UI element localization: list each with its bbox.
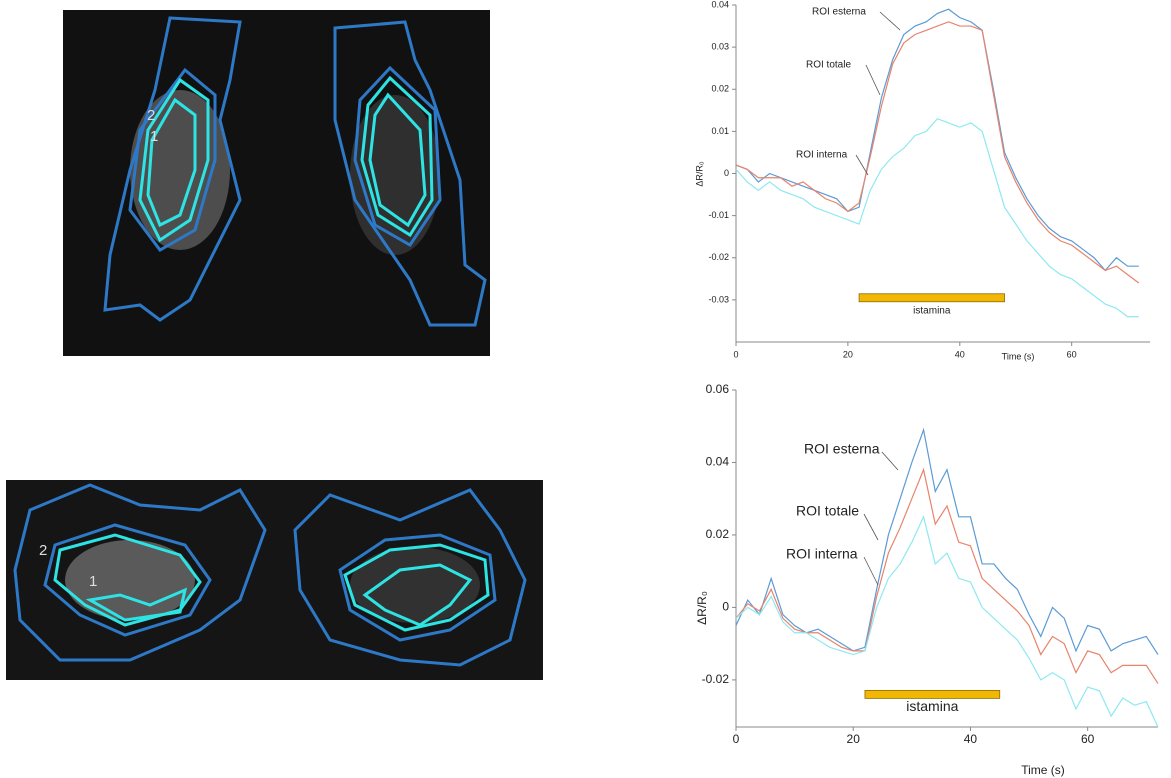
roi-outline — [128, 67, 217, 252]
stimulus-label: istamina — [913, 305, 951, 316]
y-tick-label: 0.03 — [711, 42, 729, 52]
image-bottom: 2 1 — [6, 480, 543, 680]
y-tick-label: 0.06 — [706, 382, 730, 396]
roi-outline — [338, 533, 497, 642]
x-tick-label: 20 — [847, 732, 861, 746]
chart: 0.06 0.04 0.02 0 -0.02 0 20 40 60 Time (s) ΔR/R₀ RO… — [695, 382, 1159, 777]
y-tick-label: 0.02 — [706, 527, 730, 541]
series-label: ROI esterna — [812, 7, 866, 18]
roi-label: 1 — [150, 128, 158, 145]
stimulus-bar — [858, 293, 1005, 303]
roi-label: 1 — [89, 573, 97, 590]
series-label: ROI interna — [786, 546, 858, 562]
roi-outline — [343, 543, 490, 632]
leader-line — [879, 11, 901, 31]
roi-label: 2 — [147, 107, 155, 124]
series-line — [735, 427, 1159, 655]
roi-outline — [85, 587, 188, 622]
y-tick-label: 0.04 — [711, 0, 729, 9]
cell — [350, 95, 440, 255]
leader-line — [863, 513, 879, 541]
roi-outline — [138, 77, 210, 243]
image-top: 2 1 — [63, 10, 490, 356]
leader-line — [881, 451, 899, 471]
series-line — [735, 515, 1159, 728]
x-tick-label: 40 — [955, 349, 965, 359]
x-tick-label: 60 — [1067, 349, 1077, 359]
y-axis-label: ΔR/R₀ — [695, 591, 709, 625]
roi-label: 2 — [39, 542, 47, 559]
cell — [350, 547, 480, 623]
x-axis-label: Time (s) — [1021, 763, 1065, 777]
roi-outline — [362, 563, 473, 627]
y-tick-label: -0.03 — [708, 294, 729, 304]
stimulus-bar — [864, 689, 1001, 699]
y-tick-label: -0.02 — [702, 672, 730, 686]
roi-outline — [13, 483, 267, 662]
series-line — [735, 8, 1139, 272]
series-line — [735, 21, 1140, 284]
x-tick-label: 0 — [733, 349, 738, 359]
x-tick-label: 20 — [843, 349, 853, 359]
y-tick-label: 0.01 — [711, 126, 729, 136]
series-label: ROI totale — [806, 60, 851, 71]
x-axis-label: Time (s) — [1002, 351, 1035, 361]
x-tick-label: 60 — [1081, 732, 1095, 746]
chart: 0.04 0.03 0.02 0.01 0 -0.01 -0.02 -0.03 0 20 40 60 T… — [694, 0, 1150, 361]
series-line — [735, 118, 1139, 318]
roi-outline — [368, 92, 427, 228]
y-tick-label: -0.01 — [708, 210, 729, 220]
series-label: ROI totale — [796, 503, 859, 519]
y-tick-label: 0.04 — [706, 455, 730, 469]
y-tick-label: 0.02 — [711, 84, 729, 94]
roi-outline — [360, 75, 434, 238]
leader-line — [863, 556, 879, 586]
roi-outline — [146, 97, 197, 228]
stimulus-label: istamina — [906, 698, 958, 714]
series-label: ROI interna — [796, 150, 848, 161]
leader-line — [855, 154, 869, 176]
roi-outline — [43, 523, 212, 637]
y-tick-label: -0.02 — [708, 252, 729, 262]
x-tick-label: 0 — [733, 732, 740, 746]
leader-line — [865, 64, 881, 96]
x-tick-label: 40 — [964, 732, 978, 746]
roi-outline — [353, 65, 442, 247]
roi-outline — [333, 20, 487, 327]
cell — [65, 540, 195, 620]
series-label: ROI esterna — [804, 441, 880, 457]
y-axis-label: ΔR/R₀ — [694, 161, 704, 187]
y-tick-label: 0 — [724, 168, 729, 178]
y-tick-label: 0 — [722, 600, 729, 614]
roi-outline — [103, 16, 242, 322]
roi-outline — [293, 488, 527, 667]
